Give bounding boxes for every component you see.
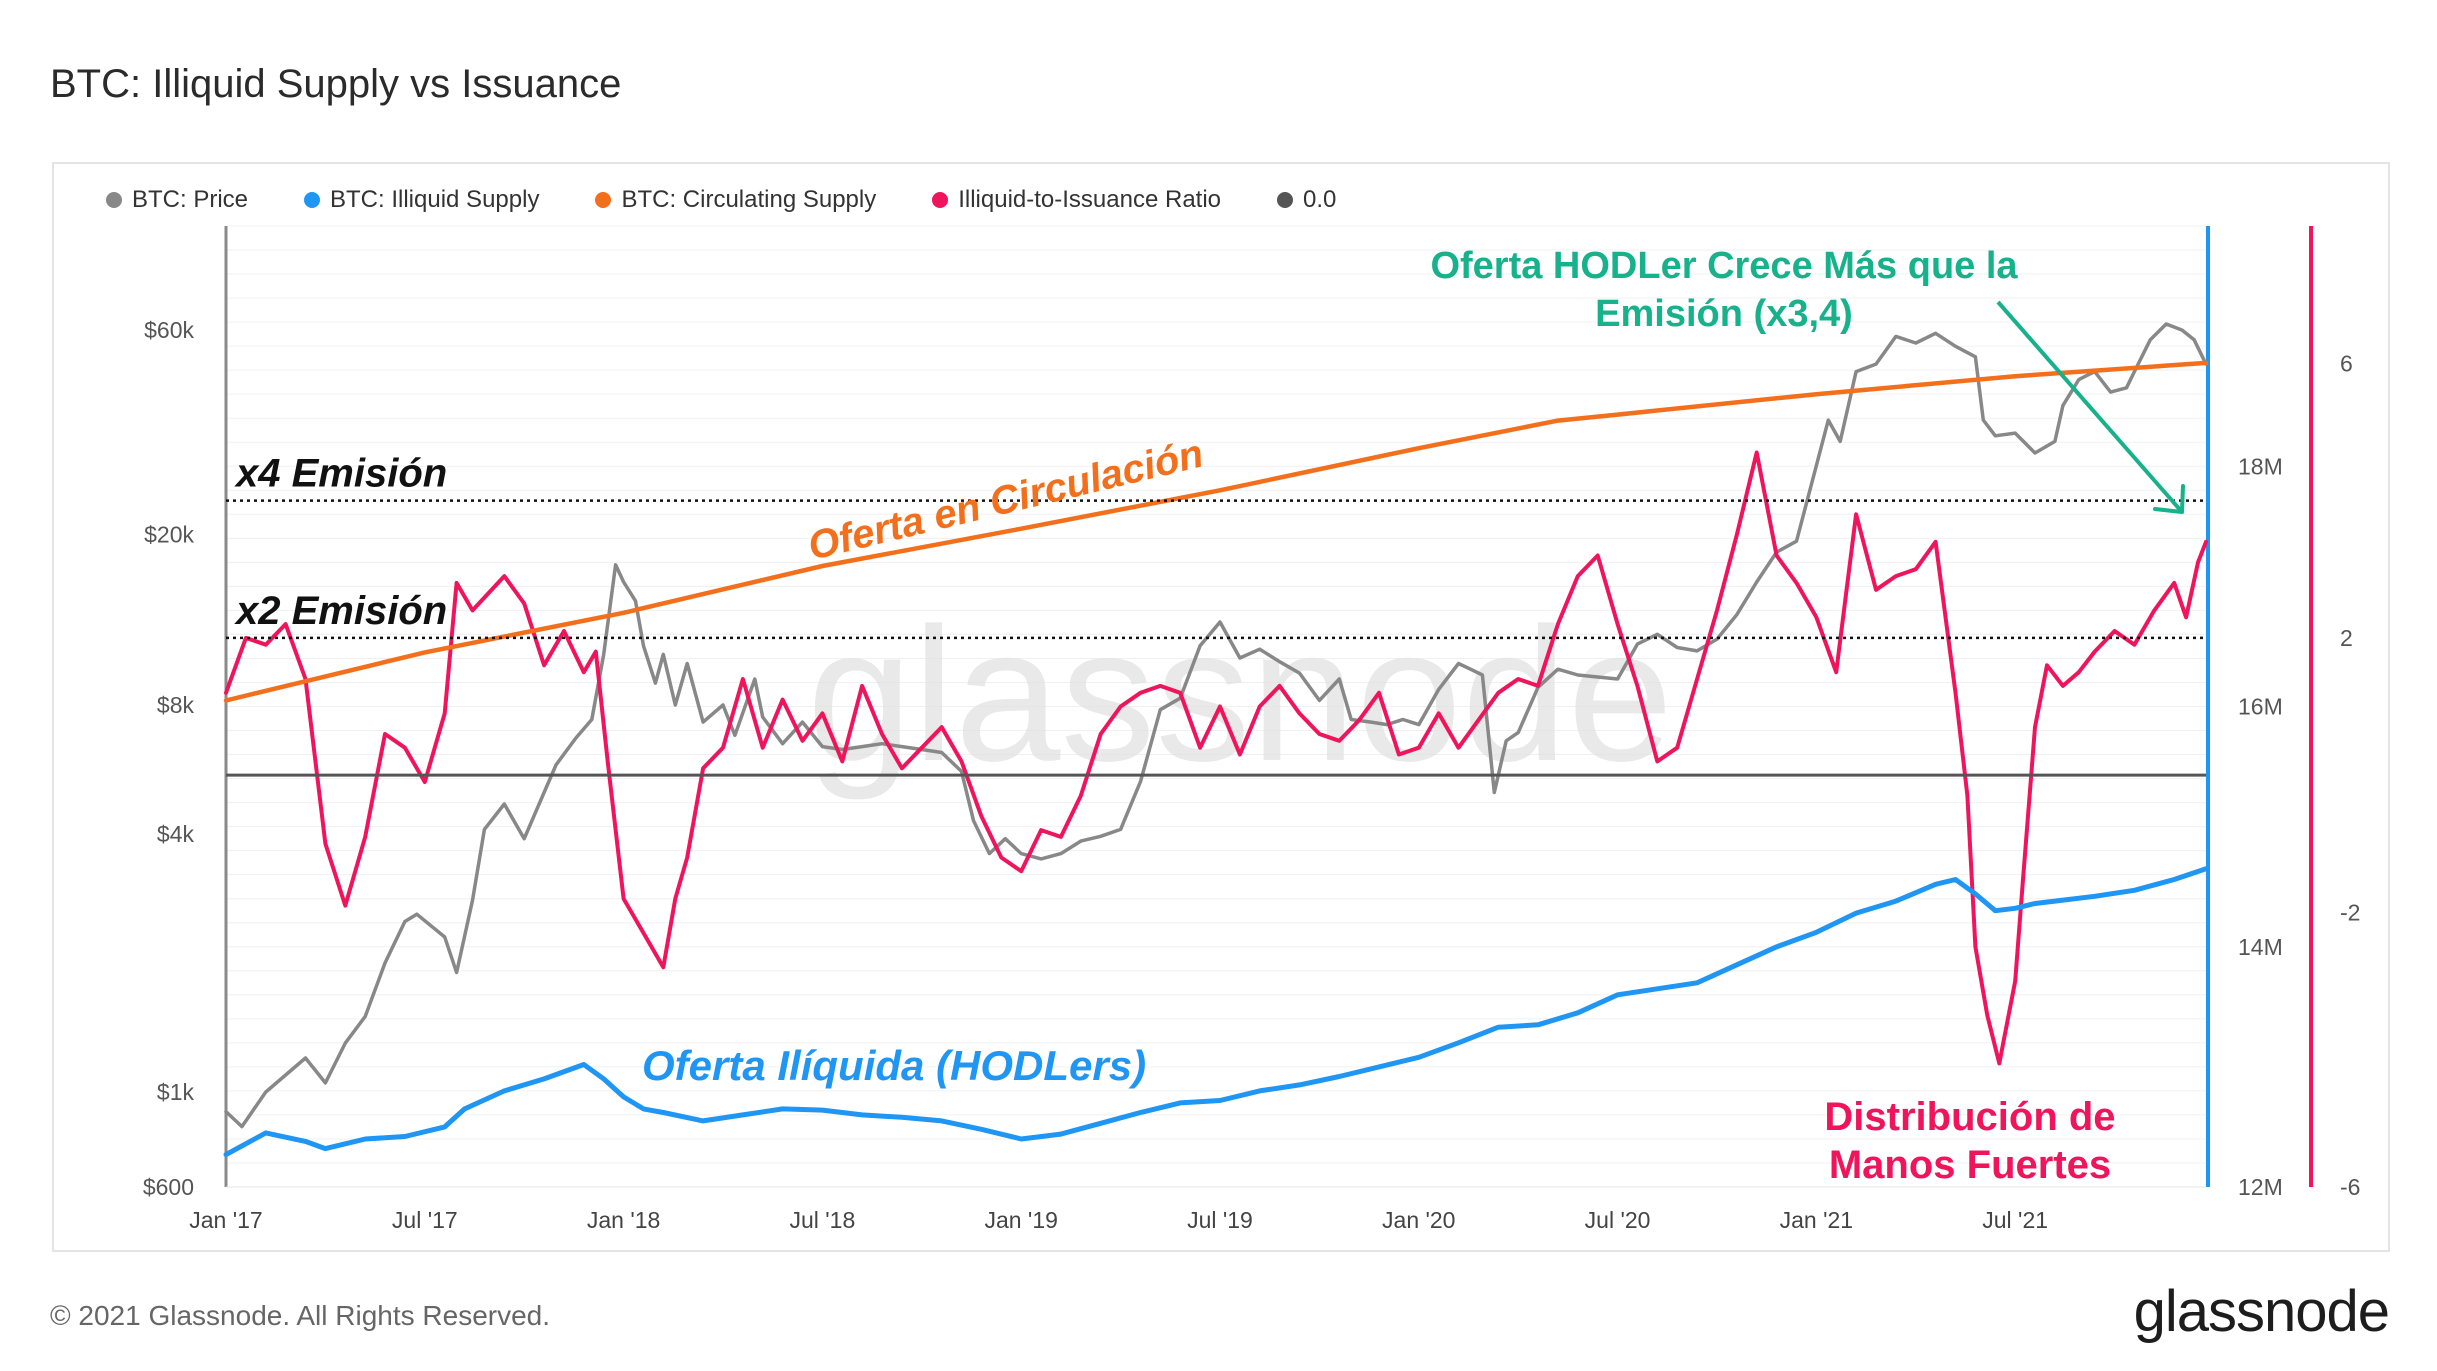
legend-item-zero[interactable]: 0.0 — [1277, 186, 1336, 214]
price-tick-label: $20k — [144, 522, 194, 548]
glassnode-logo: glassnode — [2133, 1279, 2390, 1344]
supply-tick-label: 14M — [2238, 934, 2283, 960]
ratio-tick-label: -6 — [2340, 1174, 2360, 1200]
annotation-arrow-line — [1996, 300, 2184, 514]
supply-tick-label: 18M — [2238, 453, 2283, 479]
price-tick-label: $4k — [157, 821, 195, 847]
x-tick-label: Jul '21 — [1982, 1207, 2048, 1233]
page-title: BTC: Illiquid Supply vs Issuance — [50, 62, 622, 106]
price-tick-label: $60k — [144, 317, 194, 343]
legend-label: BTC: Price — [132, 186, 249, 213]
legend-item-ratio[interactable]: Illiquid-to-Issuance Ratio — [932, 186, 1221, 214]
ratio-tick-label: -2 — [2340, 899, 2360, 925]
legend-dot-icon — [595, 192, 612, 208]
legend-item-circulating-supply[interactable]: BTC: Circulating Supply — [595, 186, 876, 214]
watermark: glassnode — [807, 589, 1673, 801]
x-tick-label: Jul '17 — [392, 1207, 458, 1233]
x-tick-label: Jul '19 — [1187, 1207, 1253, 1233]
legend-item-price[interactable]: BTC: Price — [106, 186, 248, 214]
supply-tick-label: 12M — [2238, 1174, 2283, 1200]
chart-panel — [52, 162, 2390, 1252]
reference-line-label: x4 Emisión — [234, 452, 447, 496]
x-tick-label: Jul '20 — [1585, 1207, 1651, 1233]
ratio-tick-label: 2 — [2340, 625, 2353, 651]
legend-label: 0.0 — [1303, 186, 1337, 213]
copyright-footer: © 2021 Glassnode. All Rights Reserved. — [50, 1300, 551, 1331]
x-tick-label: Jan '20 — [1382, 1207, 1455, 1233]
legend: BTC: Price BTC: Illiquid Supply BTC: Cir… — [106, 186, 1392, 214]
legend-dot-icon — [1277, 192, 1294, 208]
annotation-hodler-growth: Emisión (x3,4) — [1595, 293, 1853, 335]
legend-dot-icon — [106, 192, 122, 208]
annotation-arrow-head-icon — [2153, 484, 2185, 514]
reference-line-label: x2 Emisión — [234, 589, 447, 633]
legend-label: Illiquid-to-Issuance Ratio — [958, 186, 1222, 213]
legend-item-illiquid-supply[interactable]: BTC: Illiquid Supply — [304, 186, 539, 214]
x-tick-label: Jul '18 — [790, 1207, 856, 1233]
x-tick-label: Jan '19 — [984, 1207, 1057, 1233]
supply-tick-label: 16M — [2238, 694, 2283, 720]
ratio-tick-label: 6 — [2340, 350, 2353, 376]
ratio-series-line — [224, 450, 2208, 1066]
price-tick-label: $600 — [143, 1174, 194, 1200]
price-tick-label: $8k — [157, 692, 195, 718]
price-series-line — [224, 322, 2208, 1129]
x-tick-label: Jan '21 — [1780, 1207, 1853, 1233]
x-tick-label: Jan '17 — [189, 1207, 262, 1233]
annotation-illiquid-supply: Oferta Ilíquida (HODLers) — [642, 1042, 1146, 1089]
circulating-supply-series-line — [223, 360, 2209, 703]
legend-label: BTC: Circulating Supply — [621, 186, 877, 213]
legend-label: BTC: Illiquid Supply — [330, 186, 540, 213]
annotation-strong-hands: Distribución de — [1824, 1095, 2115, 1139]
annotation-hodler-growth: Oferta HODLer Crece Más que la — [1430, 245, 2018, 287]
x-tick-label: Jan '18 — [587, 1207, 660, 1233]
price-tick-label: $1k — [157, 1079, 195, 1105]
illiquid-supply-series-line — [223, 866, 2209, 1158]
legend-dot-icon — [932, 192, 949, 208]
annotation-strong-hands: Manos Fuertes — [1829, 1143, 2111, 1187]
legend-dot-icon — [304, 192, 321, 208]
